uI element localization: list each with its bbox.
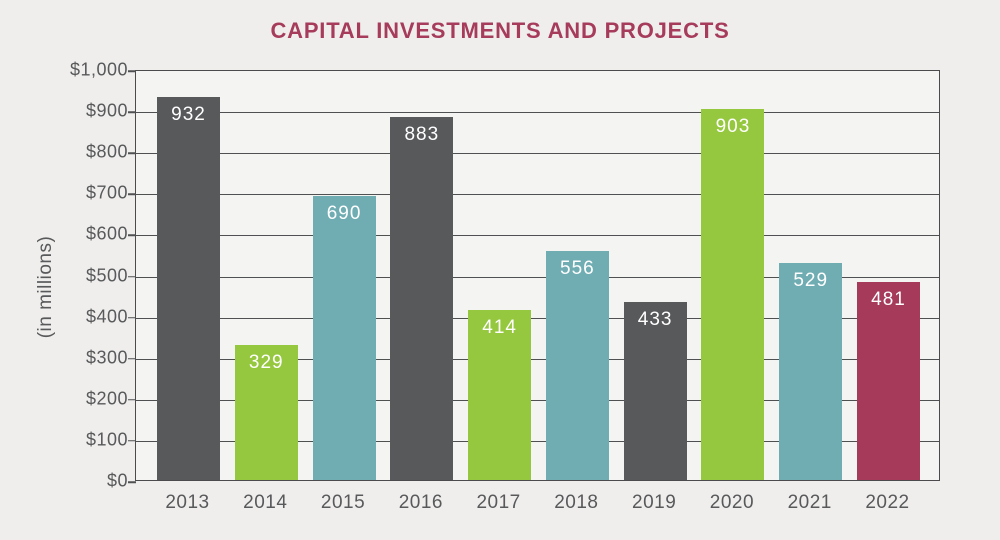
plot-area: 932 329 690 883 414 556 433 903 529 481 [128,70,940,483]
gridline [136,194,939,196]
y-tick-mark [128,440,136,442]
y-tick-label: $100 [85,429,128,450]
bar-2015: 690 [312,196,376,480]
y-tick-label: $1,000 [69,59,128,80]
bar-value-label: 690 [326,203,362,225]
y-tick-label: $200 [85,388,128,409]
y-tick-mark [128,275,136,278]
y-tick-mark [128,357,136,360]
gridline [136,440,939,442]
y-tick-mark [128,481,136,483]
y-tick-mark [128,193,136,196]
y-tick-mark [128,70,136,72]
y-tick-label: $400 [85,306,128,327]
y-tick-label: $700 [85,182,128,203]
y-tick-label: $0 [106,470,128,491]
gridline [136,153,939,155]
x-tick-label: 2021 [787,492,832,513]
gridline [136,235,939,237]
bar-value-label: 903 [715,115,751,137]
bar-2022: 481 [857,282,920,480]
bar-value-label: 932 [171,103,206,125]
bar-2013: 932 [157,96,220,480]
bar-2019: 433 [623,302,687,480]
x-axis: 2013 2014 2015 2016 2017 2018 2019 2020 2021 2022 [135,492,940,522]
gridline [136,317,939,319]
bar-2017: 414 [468,309,532,480]
bar-value-label: 556 [560,258,595,280]
y-tick-label: $900 [85,100,128,121]
bar-value-label: 433 [637,309,673,331]
y-tick-mark [128,316,136,319]
bar-value-label: 414 [482,316,517,338]
bar-2020: 903 [701,108,765,480]
y-tick-mark [128,399,136,401]
bar-2018: 556 [545,251,609,480]
y-tick-label: $500 [85,265,128,285]
x-tick-label: 2017 [476,492,521,513]
bar-value-label: 883 [404,124,440,146]
x-tick-label: 2015 [320,492,366,513]
gridline [136,276,939,278]
x-tick-label: 2022 [865,492,910,513]
y-tick-label: $600 [85,223,128,244]
x-tick-label: 2019 [632,492,677,513]
bar-2014: 329 [234,344,298,480]
y-tick-mark [128,152,136,154]
x-tick-label: 2018 [554,492,599,513]
gridline [136,358,939,360]
bar-value-label: 529 [793,269,829,291]
gridline [136,112,939,114]
bar-2021: 529 [779,262,843,480]
y-tick-mark [128,111,136,113]
chart-title: CAPITAL INVESTMENTS AND PROJECTS [270,18,730,43]
x-tick-label: 2016 [398,492,443,513]
gridline [136,399,939,401]
y-tick-mark [128,234,136,237]
bar-value-label: 329 [248,351,284,373]
bar-2016: 883 [390,117,454,480]
x-tick-label: 2013 [165,492,210,513]
x-tick-label: 2014 [243,492,288,513]
y-tick-label: $300 [85,347,128,368]
y-axis: $1,000 $900 $800 $700 $600 $500 $400 $300 $200 $1… [0,60,128,491]
y-tick-label: $800 [85,141,128,162]
bar-value-label: 481 [871,289,906,311]
x-tick-label: 2020 [709,492,755,513]
